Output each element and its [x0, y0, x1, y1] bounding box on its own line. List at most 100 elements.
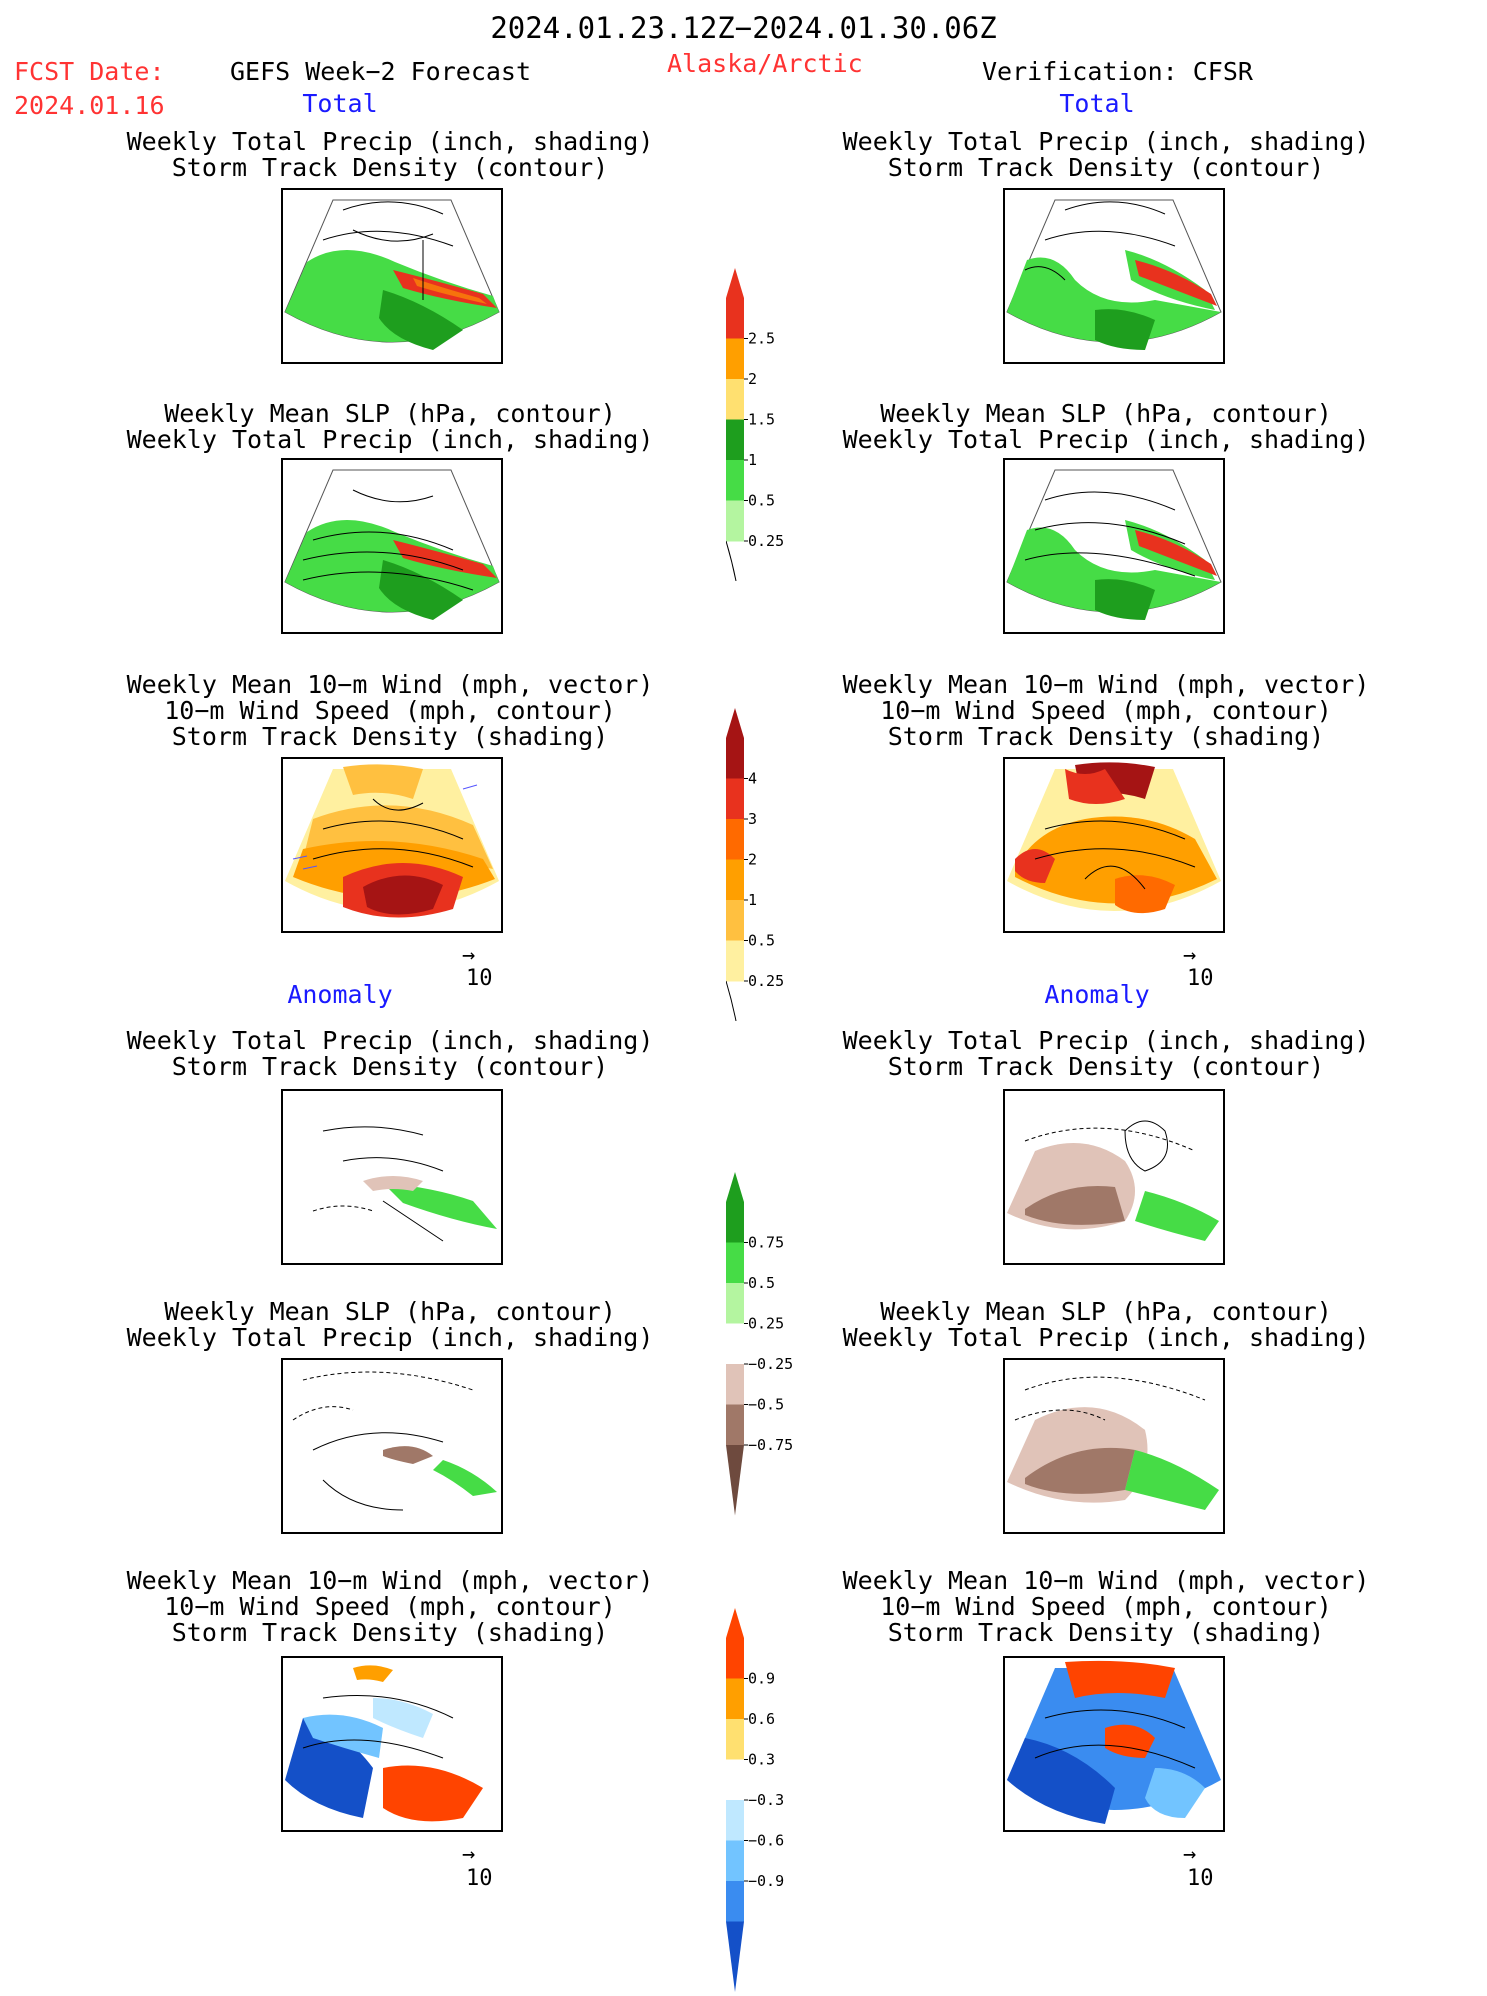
colorbar-swatch: [726, 778, 744, 820]
colorbar-label: −0.6: [748, 1832, 784, 1850]
colorbar-swatch: [726, 298, 744, 339]
map-panel-fcst-wind-track: [281, 757, 503, 933]
panel-title-line: Weekly Total Precip (inch, shading): [126, 425, 654, 454]
verification-title: Verification: CFSR: [982, 57, 1253, 86]
colorbar-label: 3: [748, 810, 757, 828]
map-panel-verif-anom-slp: [1003, 1358, 1225, 1534]
colorbar-label: 0.25: [748, 1315, 784, 1333]
map-panel-verif-anom-wind: [1003, 1656, 1225, 1832]
colorbar-top-arrow: [726, 1172, 744, 1202]
colorbar-label: −0.25: [748, 1355, 793, 1373]
colorbar-swatch: [726, 859, 744, 901]
colorbar-swatch: [726, 1759, 744, 1801]
colorbar-swatch: [726, 338, 744, 380]
fcst-date-label: FCST Date:: [14, 57, 165, 86]
fcst-date-value: 2024.01.16: [14, 91, 165, 120]
colorbar-label: 0.6: [748, 1710, 775, 1728]
vector-reference-arrow-icon: →: [462, 1842, 476, 1867]
colorbar-label: −0.5: [748, 1396, 784, 1414]
colorbar-swatch: [726, 1638, 744, 1679]
panel-title-line: Storm Track Density (shading): [171, 1618, 609, 1647]
section-anomaly-right: Anomaly: [1044, 980, 1150, 1009]
colorbar-total-track: 4 3 2 1 0.5 0.25: [725, 708, 796, 1022]
date-range-title: 2024.01.23.12Z−2024.01.30.06Z: [490, 11, 997, 45]
colorbar-swatch: [726, 1283, 744, 1324]
colorbar-top-arrow: [726, 1608, 744, 1638]
vector-reference-label: 10: [466, 1866, 493, 1891]
region-title: Alaska/Arctic: [667, 49, 863, 78]
panel-title-line: Storm Track Density (shading): [171, 722, 609, 751]
map-panel-fcst-anom-precip: [281, 1089, 503, 1265]
colorbar-swatch: [726, 1881, 744, 1922]
colorbar-swatch: [726, 1323, 744, 1365]
colorbar-label: 0.3: [748, 1751, 775, 1769]
colorbar-label: 0.5: [748, 1274, 775, 1292]
panel-title-line: Weekly Mean 10−m Wind (mph, vector): [842, 670, 1370, 699]
panel-title-line: Weekly Mean SLP (hPa, contour): [164, 399, 616, 428]
colorbar-swatch: [726, 940, 744, 982]
panel-title-line: 10−m Wind Speed (mph, contour): [164, 1592, 616, 1621]
colorbar-swatch: [726, 1719, 744, 1760]
panel-title-line: Weekly Mean 10−m Wind (mph, vector): [126, 1566, 654, 1595]
vector-reference-arrow-icon: →: [462, 943, 476, 968]
panel-title-line: Weekly Mean SLP (hPa, contour): [880, 1297, 1332, 1326]
colorbar-label: 0.25: [748, 532, 784, 550]
colorbar-svg: 0.9 0.6 0.3 −0.3 −0.6 −0.9: [726, 1608, 784, 1992]
colorbar-tail: [725, 540, 737, 582]
section-total-right: Total: [1059, 89, 1135, 118]
panel-title-line: Weekly Total Precip (inch, shading): [126, 127, 654, 156]
colorbar-top-arrow: [726, 708, 744, 738]
colorbar-swatch: [726, 1840, 744, 1882]
map-panel-verif-total-precip: [1003, 188, 1225, 364]
colorbar-anom-precip: 0.75 0.5 0.25 −0.25 −0.5 −0.75: [726, 1172, 806, 1516]
map-panel-verif-anom-precip: [1003, 1089, 1225, 1265]
panel-title-line: Weekly Total Precip (inch, shading): [842, 1026, 1370, 1055]
colorbar-label: 0.25: [748, 972, 784, 990]
panel-title-line: Weekly Total Precip (inch, shading): [842, 425, 1370, 454]
map-panel-fcst-anom-slp: [281, 1358, 503, 1534]
vector-reference-arrow-icon: →: [1183, 1842, 1197, 1867]
vector-reference-arrow-icon: →: [1183, 943, 1197, 968]
colorbar-swatch: [726, 379, 744, 420]
colorbar-svg: 2.5 2 1.5 1 0.5 0.25: [725, 268, 784, 582]
colorbar-swatch: [726, 460, 744, 501]
panel-title-line: Weekly Total Precip (inch, shading): [126, 1323, 654, 1352]
colorbar-label: 1: [748, 451, 757, 469]
colorbar-label: 0.5: [748, 932, 775, 950]
colorbar-label: −0.75: [748, 1436, 793, 1454]
panel-title-line: Weekly Total Precip (inch, shading): [842, 127, 1370, 156]
panel-title-line: Storm Track Density (contour): [171, 153, 609, 182]
colorbar-bottom-arrow: [726, 1445, 744, 1516]
colorbar-swatch: [726, 819, 744, 860]
panel-title-line: Weekly Mean SLP (hPa, contour): [880, 399, 1332, 428]
colorbar-tail: [725, 980, 737, 1022]
colorbar-swatch: [726, 1202, 744, 1243]
map-panel-verif-wind-track: [1003, 757, 1225, 933]
map-panel-fcst-slp-precip: [281, 458, 503, 634]
colorbar-swatch: [726, 900, 744, 941]
vector-reference-label: 10: [1187, 1866, 1214, 1891]
colorbar-swatch: [726, 1800, 744, 1841]
colorbar-top-arrow: [726, 268, 744, 298]
colorbar-swatch: [726, 500, 744, 542]
panel-title-line: Weekly Mean 10−m Wind (mph, vector): [126, 670, 654, 699]
panel-title-line: Weekly Mean 10−m Wind (mph, vector): [842, 1566, 1370, 1595]
colorbar-anom-track: 0.9 0.6 0.3 −0.3 −0.6 −0.9: [726, 1608, 806, 1992]
panel-title-line: 10−m Wind Speed (mph, contour): [164, 696, 616, 725]
colorbar-label: 0.5: [748, 492, 775, 510]
panel-title-line: Weekly Total Precip (inch, shading): [126, 1026, 654, 1055]
map-panel-fcst-total-precip: [281, 188, 503, 364]
colorbar-svg: 0.75 0.5 0.25 −0.25 −0.5 −0.75: [726, 1172, 793, 1516]
product-title: GEFS Week−2 Forecast: [230, 57, 532, 86]
panel-title-line: 10−m Wind Speed (mph, contour): [880, 1592, 1332, 1621]
colorbar-swatch: [726, 1242, 744, 1284]
panel-title-line: Storm Track Density (shading): [887, 722, 1325, 751]
colorbar-label: 2: [748, 370, 757, 388]
colorbar-label: −0.3: [748, 1791, 784, 1809]
panel-title-line: Storm Track Density (contour): [887, 153, 1325, 182]
colorbar-label: 0.75: [748, 1234, 784, 1252]
colorbar-swatch: [726, 419, 744, 461]
vector-reference-label: 10: [1187, 966, 1214, 991]
panel-title-line: Weekly Mean SLP (hPa, contour): [164, 1297, 616, 1326]
colorbar-swatch: [726, 1678, 744, 1720]
